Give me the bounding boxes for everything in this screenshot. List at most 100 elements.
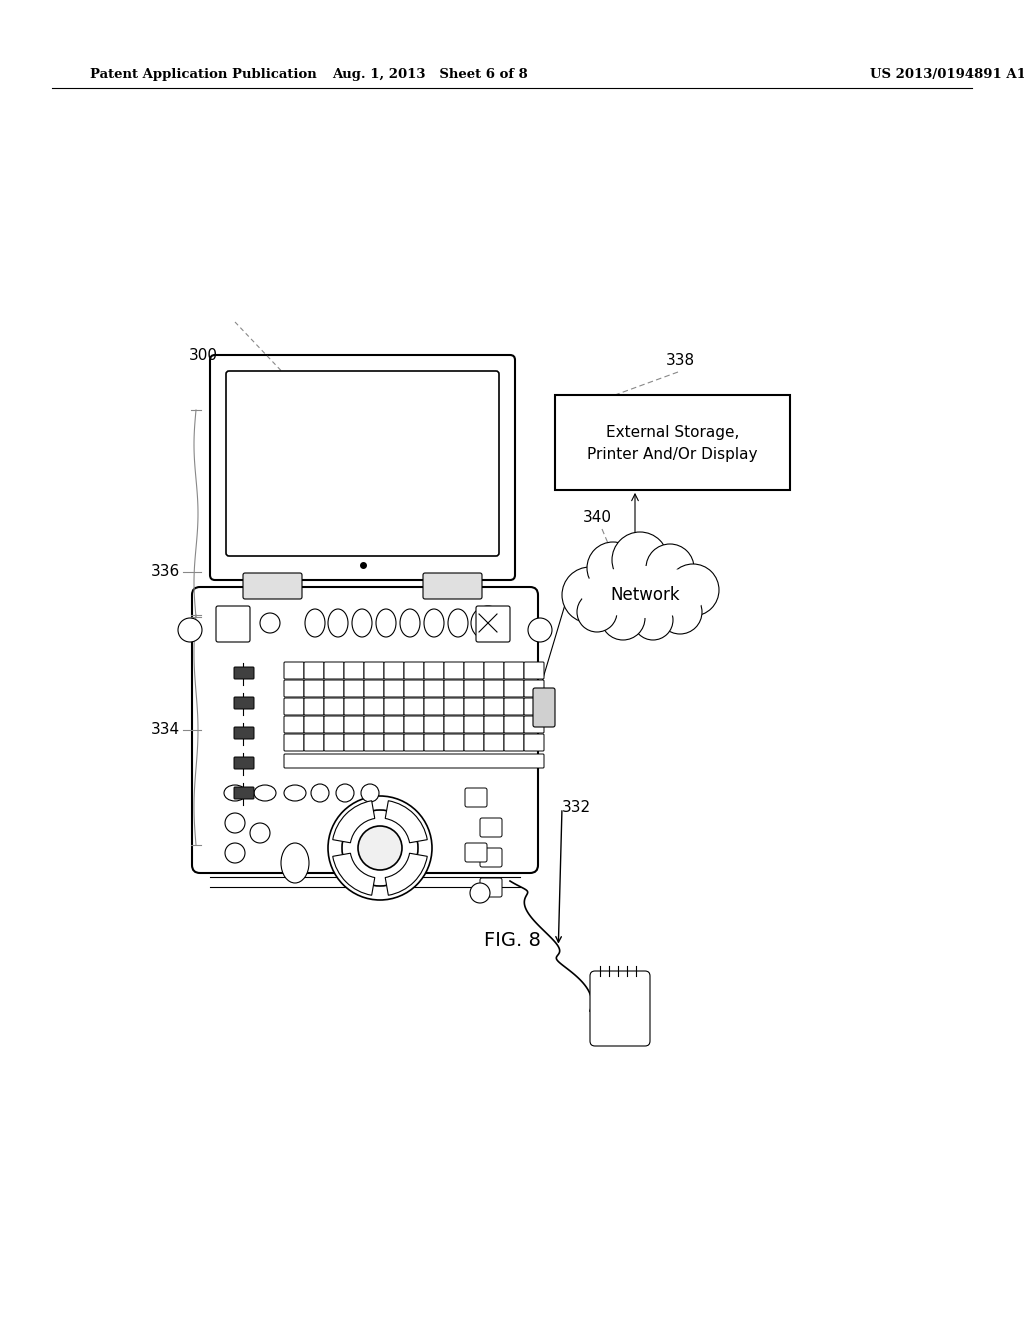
FancyBboxPatch shape xyxy=(504,715,524,733)
Wedge shape xyxy=(333,853,375,895)
Text: Patent Application Publication: Patent Application Publication xyxy=(90,69,316,81)
FancyBboxPatch shape xyxy=(504,734,524,751)
FancyBboxPatch shape xyxy=(384,663,404,678)
Ellipse shape xyxy=(281,843,309,883)
FancyBboxPatch shape xyxy=(484,715,504,733)
Circle shape xyxy=(471,606,505,640)
FancyBboxPatch shape xyxy=(476,606,510,642)
Circle shape xyxy=(577,591,617,632)
Text: Network: Network xyxy=(610,586,680,605)
FancyBboxPatch shape xyxy=(324,715,344,733)
Circle shape xyxy=(587,543,639,594)
FancyBboxPatch shape xyxy=(504,698,524,715)
FancyBboxPatch shape xyxy=(234,667,254,678)
FancyBboxPatch shape xyxy=(484,734,504,751)
Circle shape xyxy=(601,597,645,640)
FancyBboxPatch shape xyxy=(404,663,424,678)
Circle shape xyxy=(562,568,618,623)
FancyBboxPatch shape xyxy=(364,663,384,678)
FancyBboxPatch shape xyxy=(210,355,515,579)
FancyBboxPatch shape xyxy=(243,573,302,599)
FancyBboxPatch shape xyxy=(465,843,487,862)
FancyBboxPatch shape xyxy=(344,680,364,697)
FancyBboxPatch shape xyxy=(284,715,304,733)
FancyBboxPatch shape xyxy=(384,698,404,715)
FancyBboxPatch shape xyxy=(465,788,487,807)
FancyBboxPatch shape xyxy=(226,371,499,556)
FancyBboxPatch shape xyxy=(324,680,344,697)
FancyBboxPatch shape xyxy=(424,734,444,751)
Text: Printer And/Or Display: Printer And/Or Display xyxy=(587,447,758,462)
Circle shape xyxy=(250,822,270,843)
Text: 340: 340 xyxy=(583,510,611,525)
Circle shape xyxy=(311,784,329,803)
FancyBboxPatch shape xyxy=(484,663,504,678)
FancyBboxPatch shape xyxy=(384,715,404,733)
Ellipse shape xyxy=(305,609,325,638)
FancyBboxPatch shape xyxy=(524,698,544,715)
FancyBboxPatch shape xyxy=(464,734,484,751)
FancyBboxPatch shape xyxy=(216,606,250,642)
FancyBboxPatch shape xyxy=(324,663,344,678)
FancyBboxPatch shape xyxy=(324,698,344,715)
Circle shape xyxy=(667,564,719,616)
FancyBboxPatch shape xyxy=(404,734,424,751)
FancyBboxPatch shape xyxy=(504,680,524,697)
Circle shape xyxy=(361,784,379,803)
FancyBboxPatch shape xyxy=(424,663,444,678)
FancyBboxPatch shape xyxy=(364,715,384,733)
FancyBboxPatch shape xyxy=(404,698,424,715)
FancyBboxPatch shape xyxy=(424,680,444,697)
FancyBboxPatch shape xyxy=(590,972,650,1045)
FancyBboxPatch shape xyxy=(404,715,424,733)
FancyBboxPatch shape xyxy=(234,787,254,799)
FancyBboxPatch shape xyxy=(284,754,544,768)
FancyBboxPatch shape xyxy=(284,734,304,751)
FancyBboxPatch shape xyxy=(234,727,254,739)
Text: 336: 336 xyxy=(151,565,180,579)
FancyBboxPatch shape xyxy=(344,698,364,715)
FancyBboxPatch shape xyxy=(464,715,484,733)
FancyBboxPatch shape xyxy=(284,680,304,697)
FancyBboxPatch shape xyxy=(444,715,464,733)
Circle shape xyxy=(633,601,673,640)
Circle shape xyxy=(225,843,245,863)
Circle shape xyxy=(358,826,402,870)
FancyBboxPatch shape xyxy=(304,698,324,715)
Ellipse shape xyxy=(449,609,468,638)
Text: 334: 334 xyxy=(151,722,180,738)
Circle shape xyxy=(260,612,280,634)
FancyBboxPatch shape xyxy=(234,756,254,770)
FancyBboxPatch shape xyxy=(284,663,304,678)
Text: 332: 332 xyxy=(562,800,591,816)
Circle shape xyxy=(658,590,702,634)
Ellipse shape xyxy=(352,609,372,638)
FancyBboxPatch shape xyxy=(344,715,364,733)
Wedge shape xyxy=(333,801,375,842)
Ellipse shape xyxy=(424,609,444,638)
Text: 338: 338 xyxy=(666,352,694,368)
Text: 300: 300 xyxy=(189,347,218,363)
FancyBboxPatch shape xyxy=(464,680,484,697)
Text: External Storage,: External Storage, xyxy=(606,425,739,440)
FancyBboxPatch shape xyxy=(504,663,524,678)
FancyBboxPatch shape xyxy=(304,663,324,678)
FancyBboxPatch shape xyxy=(444,698,464,715)
Circle shape xyxy=(612,532,668,587)
FancyBboxPatch shape xyxy=(344,663,364,678)
Circle shape xyxy=(225,813,245,833)
FancyBboxPatch shape xyxy=(464,698,484,715)
FancyBboxPatch shape xyxy=(384,734,404,751)
FancyBboxPatch shape xyxy=(404,680,424,697)
FancyBboxPatch shape xyxy=(304,734,324,751)
FancyBboxPatch shape xyxy=(424,715,444,733)
Bar xyxy=(555,395,790,490)
FancyBboxPatch shape xyxy=(384,680,404,697)
FancyBboxPatch shape xyxy=(464,663,484,678)
FancyBboxPatch shape xyxy=(480,818,502,837)
Text: US 2013/0194891 A1: US 2013/0194891 A1 xyxy=(870,69,1024,81)
Text: FIG. 8: FIG. 8 xyxy=(483,931,541,949)
Circle shape xyxy=(342,810,418,886)
FancyBboxPatch shape xyxy=(524,663,544,678)
FancyBboxPatch shape xyxy=(484,680,504,697)
